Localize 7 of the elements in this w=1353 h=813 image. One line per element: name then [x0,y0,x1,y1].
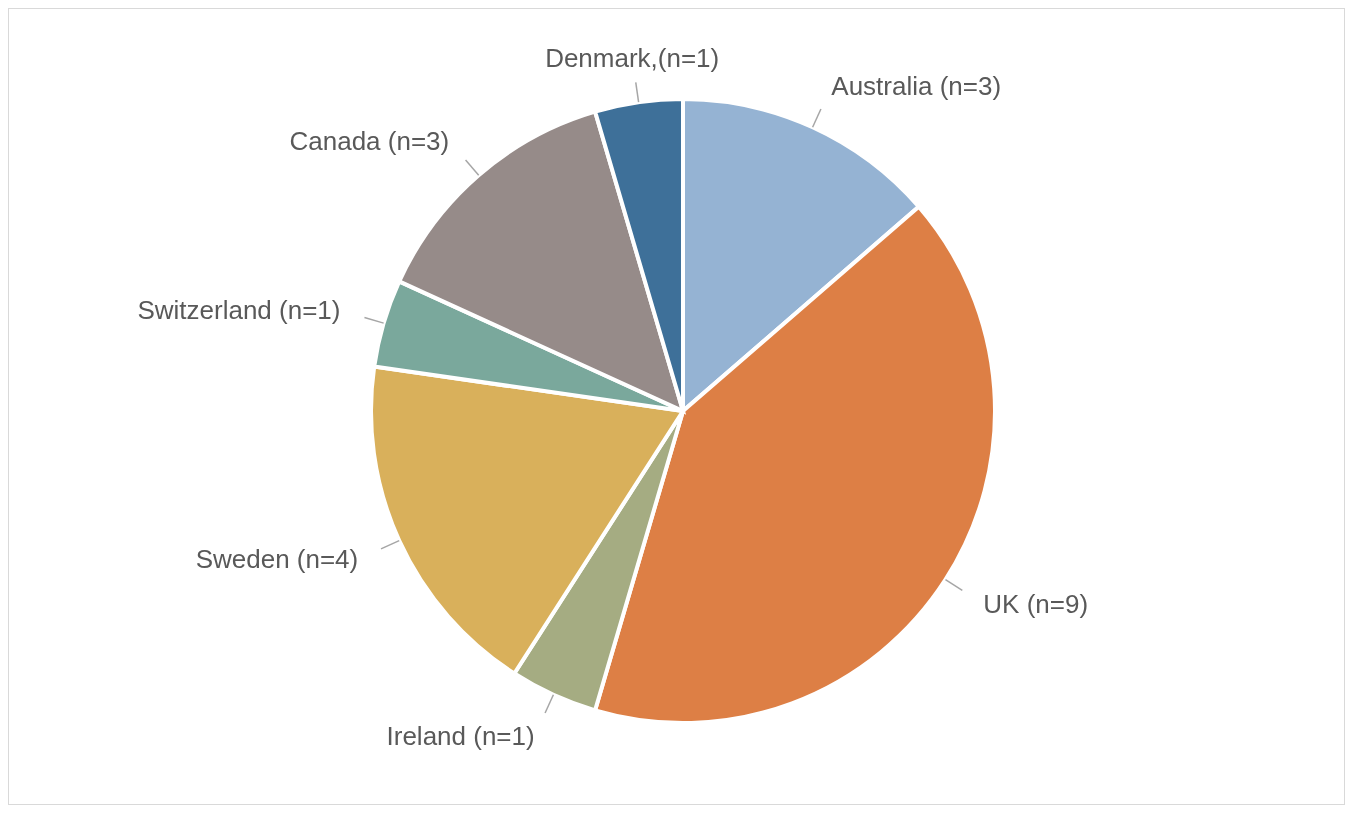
slice-label: Ireland (n=1) [386,720,535,751]
slice-label: Switzerland (n=1) [137,295,341,326]
slice-label: Denmark,(n=1) [545,42,720,73]
slice-label: Canada (n=3) [289,126,450,157]
slice-label: UK (n=9) [983,589,1089,620]
slice-label: Sweden (n=4) [195,544,359,575]
slice-label: Australia (n=3) [831,71,1002,102]
